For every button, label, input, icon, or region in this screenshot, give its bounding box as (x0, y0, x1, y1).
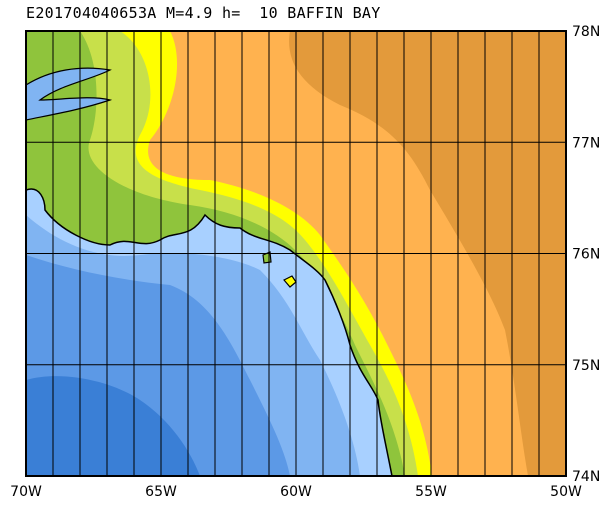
lon-label: 50W (550, 484, 582, 500)
lon-label: 70W (10, 484, 42, 500)
lat-label: 75N (572, 358, 600, 374)
lat-label: 76N (572, 247, 600, 263)
lat-label: 78N (572, 24, 600, 40)
lon-label: 55W (415, 484, 447, 500)
lat-label: 74N (572, 469, 600, 485)
lon-label: 60W (280, 484, 312, 500)
map-title: E201704040653A M=4.9 h= 10 BAFFIN BAY (26, 4, 381, 22)
lat-label: 77N (572, 135, 600, 151)
map-frame (25, 30, 567, 477)
deep-sea-zone (26, 376, 200, 476)
lon-label: 65W (145, 484, 177, 500)
fjord-inlets (26, 67, 113, 121)
graticule (26, 31, 566, 476)
